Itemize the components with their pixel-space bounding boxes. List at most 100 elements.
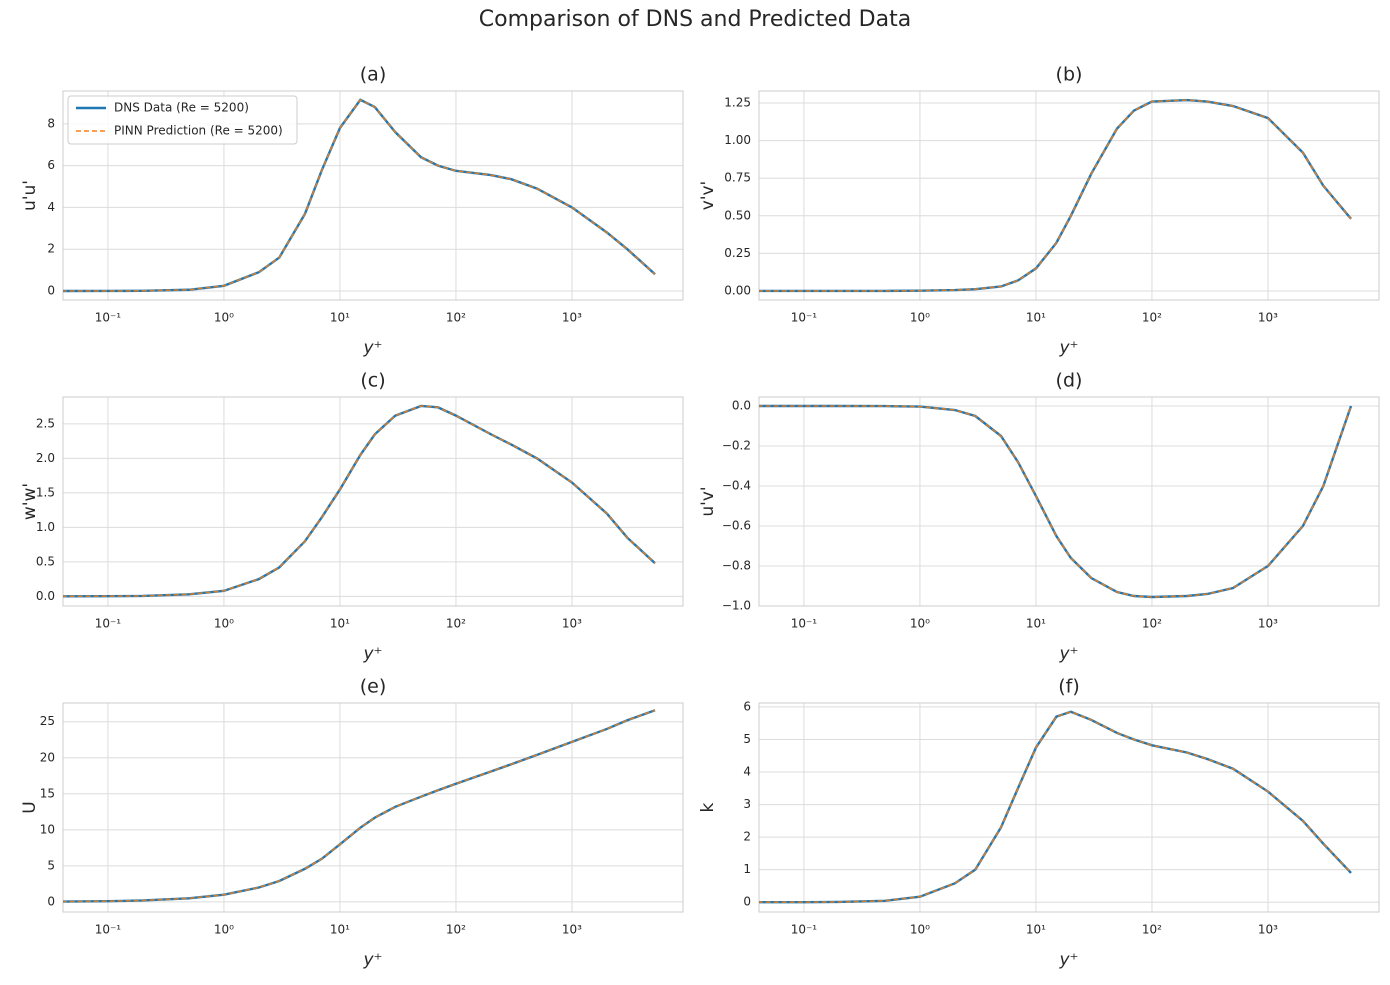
y-tick-label: 10 [40, 822, 55, 836]
y-axis-label: v'v' [698, 181, 718, 210]
y-tick-label: 4 [47, 200, 55, 214]
axes-frame [62, 90, 684, 301]
x-tick-label: 10⁻¹ [95, 311, 122, 325]
series-line [63, 405, 656, 598]
x-tick-label: 10⁻¹ [95, 617, 122, 631]
x-tick-label: 10³ [562, 923, 582, 937]
axes-frame [62, 702, 684, 913]
y-tick-label: 6 [743, 699, 751, 713]
figure-title: Comparison of DNS and Predicted Data [479, 7, 911, 32]
axes-title: (d) [1056, 370, 1083, 392]
y-tick-label: 25 [40, 714, 55, 728]
legend-label: DNS Data (Re = 5200) [114, 101, 249, 115]
series-line [759, 99, 1352, 292]
y-tick-label: 0.00 [724, 283, 751, 297]
y-tick-label: −0.8 [722, 559, 751, 573]
x-tick-label: 10⁰ [214, 311, 234, 325]
y-tick-label: 0.0 [732, 399, 751, 413]
x-tick-label: 10⁰ [910, 311, 930, 325]
x-tick-label: 10¹ [330, 617, 350, 631]
x-axis-label: y⁺ [362, 950, 382, 970]
y-tick-label: 1.5 [36, 485, 55, 499]
x-axis-label: y⁺ [362, 644, 382, 664]
axes-title: (e) [360, 676, 387, 698]
y-tick-label: 1.00 [724, 133, 751, 147]
y-tick-label: 8 [47, 116, 55, 130]
x-tick-label: 10³ [562, 617, 582, 631]
x-axis-label: y⁺ [362, 338, 382, 358]
x-tick-label: 10³ [1258, 617, 1278, 631]
x-tick-label: 10⁰ [214, 617, 234, 631]
series-line [759, 710, 1352, 904]
x-tick-label: 10¹ [1026, 311, 1046, 325]
y-tick-label: 0.75 [724, 171, 751, 185]
y-tick-label: 5 [47, 858, 55, 872]
x-tick-label: 10¹ [330, 311, 350, 325]
y-tick-label: 0.25 [724, 246, 751, 260]
x-tick-label: 10¹ [330, 923, 350, 937]
y-tick-label: 15 [40, 786, 55, 800]
plot-area [63, 397, 683, 606]
plot-area [759, 397, 1379, 606]
y-tick-label: 1 [743, 862, 751, 876]
y-tick-label: −1.0 [722, 599, 751, 613]
x-tick-label: 10² [446, 617, 466, 631]
series-line [63, 709, 656, 903]
x-tick-label: 10⁻¹ [791, 617, 818, 631]
axes-frame [758, 90, 1380, 301]
axes-title: (f) [1058, 676, 1080, 698]
y-axis-label: U [20, 801, 40, 813]
x-tick-label: 10³ [562, 311, 582, 325]
y-tick-label: 1.25 [724, 96, 751, 110]
y-tick-label: 2.0 [36, 451, 55, 465]
series-line [63, 98, 656, 292]
axes-title: (a) [360, 64, 386, 86]
axes-frame [758, 396, 1380, 607]
y-tick-label: 3 [743, 797, 751, 811]
axes-frame [62, 396, 684, 607]
x-tick-label: 10⁰ [910, 617, 930, 631]
plot-area [759, 703, 1379, 912]
y-tick-label: 4 [743, 765, 751, 779]
x-tick-label: 10⁻¹ [791, 311, 818, 325]
y-tick-label: −0.6 [722, 519, 751, 533]
x-tick-label: 10² [1142, 617, 1162, 631]
y-tick-label: −0.4 [722, 479, 751, 493]
y-tick-label: 1.0 [36, 520, 55, 534]
x-tick-label: 10⁻¹ [95, 923, 122, 937]
series-line [759, 405, 1352, 598]
plot-area [759, 91, 1379, 300]
y-tick-label: 6 [47, 158, 55, 172]
y-tick-label: −0.2 [722, 439, 751, 453]
x-tick-label: 10⁰ [214, 923, 234, 937]
y-tick-label: 2 [743, 830, 751, 844]
x-axis-label: y⁺ [1058, 338, 1078, 358]
y-axis-label: u'v' [698, 486, 718, 516]
y-tick-label: 0.5 [36, 554, 55, 568]
y-axis-label: k [698, 802, 718, 812]
y-tick-label: 0 [47, 284, 55, 298]
y-tick-label: 0.0 [36, 589, 55, 603]
x-tick-label: 10³ [1258, 311, 1278, 325]
x-tick-label: 10⁻¹ [791, 923, 818, 937]
legend-label: PINN Prediction (Re = 5200) [114, 124, 283, 138]
x-tick-label: 10² [1142, 311, 1162, 325]
y-tick-label: 2.5 [36, 416, 55, 430]
x-tick-label: 10¹ [1026, 617, 1046, 631]
y-tick-label: 2 [47, 242, 55, 256]
x-tick-label: 10² [446, 923, 466, 937]
axes-title: (c) [360, 370, 385, 392]
x-tick-label: 10³ [1258, 923, 1278, 937]
legend-box [67, 95, 298, 145]
axes-title: (b) [1056, 64, 1083, 86]
y-tick-label: 0.50 [724, 208, 751, 222]
x-tick-label: 10² [446, 311, 466, 325]
x-tick-label: 10¹ [1026, 923, 1046, 937]
y-tick-label: 0 [47, 894, 55, 908]
x-axis-label: y⁺ [1058, 644, 1078, 664]
y-axis-label: u'u' [20, 180, 40, 211]
x-axis-label: y⁺ [1058, 950, 1078, 970]
axes-frame [758, 702, 1380, 913]
